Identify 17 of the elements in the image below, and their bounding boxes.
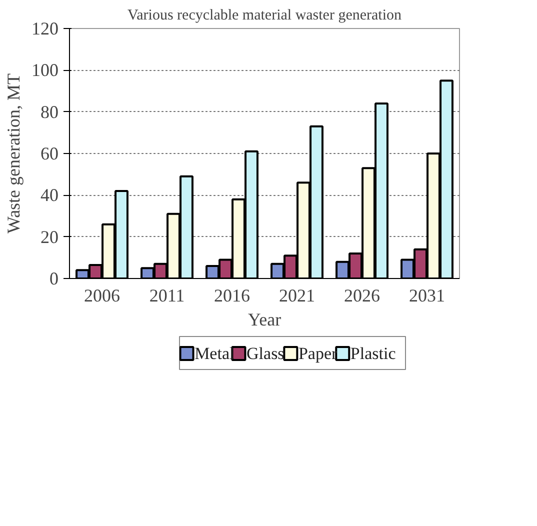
x-tick-label: 2026 <box>344 286 380 306</box>
legend-label: Plastic <box>350 344 396 363</box>
x-tick-label: 2011 <box>149 286 185 306</box>
x-tick-label: 2021 <box>279 286 315 306</box>
y-tick-label: 20 <box>40 226 58 247</box>
x-tick-label: 2006 <box>84 286 120 306</box>
x-tick-label: 2016 <box>214 286 250 306</box>
y-tick-label: 120 <box>32 18 58 38</box>
chart-title: Various recyclable material waster generation <box>127 8 402 24</box>
y-tick-label: 80 <box>40 102 58 122</box>
y-axis-title: Waste generation, MT <box>4 73 24 234</box>
y-tick-label: 40 <box>40 185 58 206</box>
y-tick-label: 60 <box>40 144 58 164</box>
y-tick-label: 0 <box>50 268 58 288</box>
y-tick-label: 100 <box>32 60 58 80</box>
x-axis-title: Year <box>248 310 282 330</box>
x-tick-label: 2031 <box>409 286 445 306</box>
